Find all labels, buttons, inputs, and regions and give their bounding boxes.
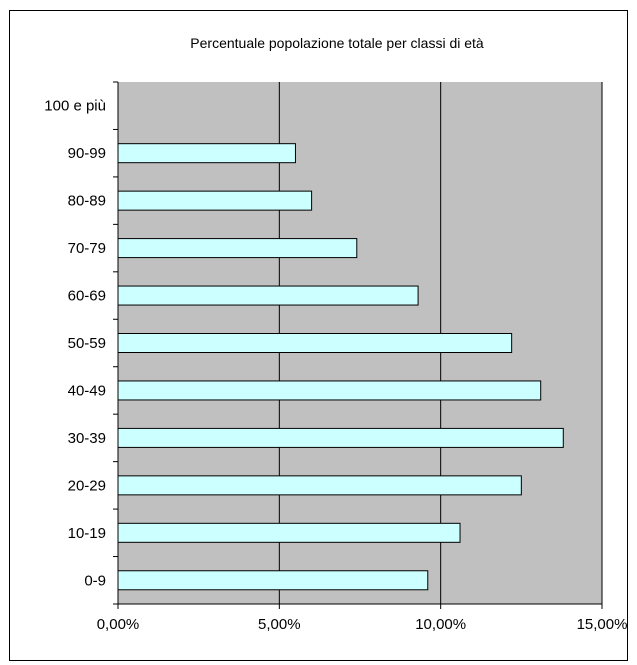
y-tick-label: 10-19 (68, 525, 106, 542)
x-tick-label: 10,00% (415, 616, 466, 633)
y-tick-label: 30-39 (68, 430, 106, 447)
x-tick-label: 5,00% (258, 616, 301, 633)
bar (117, 285, 419, 306)
y-tick-label: 70-79 (68, 240, 106, 257)
bar (117, 190, 313, 211)
y-tick-label: 20-29 (68, 477, 106, 494)
y-tick-label: 90-99 (68, 145, 106, 162)
bar (117, 427, 564, 448)
y-tick-label: 60-69 (68, 288, 106, 305)
bar (117, 380, 542, 401)
y-tick-label: 40-49 (68, 382, 106, 399)
x-tick-label: 15,00% (577, 616, 628, 633)
x-tick-label: 0,00% (97, 616, 140, 633)
bar (117, 143, 296, 164)
y-tick-label: 80-89 (68, 193, 106, 210)
chart-title: Percentuale popolazione totale per class… (190, 35, 484, 51)
bar (117, 475, 522, 496)
bar (117, 238, 358, 259)
bar (117, 522, 461, 543)
y-tick-label: 0-9 (84, 572, 106, 589)
bar (117, 333, 513, 353)
bar (117, 570, 429, 591)
y-tick-label: 50-59 (68, 335, 106, 352)
y-tick-label: 100 e più (44, 98, 106, 115)
